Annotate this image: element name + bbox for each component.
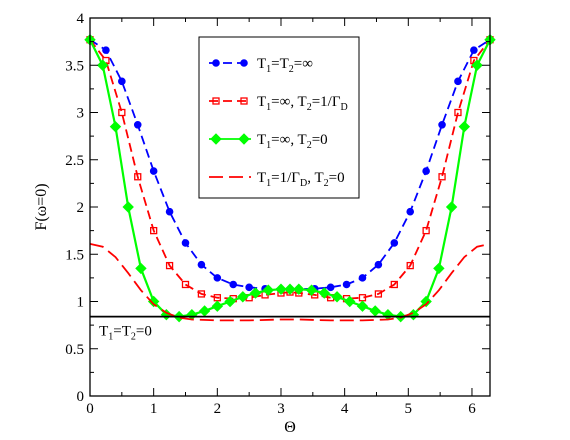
data-point <box>211 300 224 312</box>
y-tick-label: 4 <box>77 11 85 27</box>
data-point <box>454 108 462 117</box>
series-3 <box>89 243 491 322</box>
data-point <box>422 226 430 235</box>
y-tick-label: 0 <box>77 389 85 405</box>
data-point <box>438 173 446 181</box>
x-tick-label: 2 <box>214 401 222 417</box>
legend-label: T1=∞, T2=0 <box>257 132 328 151</box>
data-point <box>471 59 483 71</box>
data-point <box>213 274 222 282</box>
x-tick-label: 4 <box>341 401 349 417</box>
data-point <box>305 284 318 296</box>
data-point <box>181 280 190 289</box>
data-point <box>331 291 343 303</box>
legend-marker <box>240 59 248 67</box>
legend: T1=T2=∞ T1=∞, T2=1/ΓD T1=∞, T2=0 T1=1/ΓD, T… <box>198 36 360 199</box>
series-line-0 <box>89 38 491 291</box>
data-point <box>249 287 262 299</box>
x-tick-label: 3 <box>277 401 285 417</box>
x-tick-label: 1 <box>150 401 158 417</box>
data-point <box>262 284 274 296</box>
series-line-3 <box>89 243 491 322</box>
y-tick-label: 3.5 <box>65 58 84 74</box>
data-point <box>356 300 369 312</box>
data-point <box>150 226 158 235</box>
data-point <box>197 260 206 269</box>
legend-marker <box>212 97 220 105</box>
data-point <box>97 59 109 71</box>
legend-marker <box>210 133 222 145</box>
y-tick-label: 1 <box>77 295 85 311</box>
legend-entry: T1=∞, T2=1/ΓD <box>209 94 348 113</box>
legend-label: T1=T2=∞ <box>257 56 313 75</box>
data-point <box>390 280 398 289</box>
data-point <box>420 295 432 308</box>
legend-entry: T1=T2=∞ <box>209 56 313 75</box>
data-point <box>458 120 471 133</box>
y-tick-label: 1.5 <box>65 247 84 263</box>
data-point <box>342 280 351 289</box>
data-point <box>102 46 110 54</box>
legend-entry: T1=∞, T2=0 <box>209 132 328 151</box>
data-point <box>454 77 462 86</box>
legend-label: T1=1/ΓD, T2=0 <box>257 170 345 189</box>
x-tick-label: 6 <box>468 401 476 417</box>
data-point <box>445 201 458 213</box>
annotation: T1=T2=0 <box>99 323 152 342</box>
legend-label: T1=∞, T2=1/ΓD <box>257 94 348 113</box>
data-point <box>237 291 249 303</box>
data-point <box>245 283 253 292</box>
y-tick-label: 0.5 <box>65 342 84 358</box>
data-point <box>118 108 126 117</box>
data-point <box>133 120 142 129</box>
data-point <box>369 305 381 317</box>
x-tick-label: 0 <box>86 401 94 417</box>
axes: 0 1 2 3 4 5 6 0 0.5 1 1.5 2 2.5 3 3.5 4 <box>65 11 491 417</box>
data-point <box>284 283 296 295</box>
data-point <box>433 262 445 275</box>
data-point <box>406 207 415 216</box>
data-point <box>198 305 211 317</box>
data-point <box>374 260 383 269</box>
data-point <box>406 261 414 270</box>
legend-entry: T1=1/ΓD, T2=0 <box>209 170 345 189</box>
data-point <box>470 46 478 54</box>
data-point <box>118 77 126 86</box>
data-point <box>374 290 383 298</box>
data-point <box>318 287 330 299</box>
data-point <box>390 239 399 247</box>
legend-marker <box>238 133 250 145</box>
data-point <box>224 295 236 308</box>
data-point <box>438 120 446 129</box>
data-point <box>422 167 430 175</box>
data-point <box>275 283 287 295</box>
annotation-text: T1=T2=0 <box>99 323 152 342</box>
data-point <box>134 173 142 181</box>
y-tick-label: 2.5 <box>65 153 84 169</box>
data-point <box>109 120 122 133</box>
legend-marker <box>240 97 248 105</box>
legend-marker <box>212 59 220 67</box>
series-line-1 <box>89 39 491 300</box>
y-axis-label: F(ω=0) <box>33 183 50 230</box>
data-point <box>326 283 335 292</box>
data-point <box>181 239 190 247</box>
data-point <box>165 261 174 270</box>
data-point <box>358 274 367 282</box>
data-point <box>149 167 158 175</box>
data-point <box>165 207 174 216</box>
data-point <box>135 262 147 275</box>
y-tick-label: 3 <box>77 106 85 122</box>
data-point <box>344 295 356 308</box>
x-axis-label: Θ <box>284 419 296 436</box>
x-tick-label: 5 <box>405 401 413 417</box>
y-tick-label: 2 <box>77 200 85 216</box>
data-point <box>197 290 206 298</box>
data-point <box>229 280 238 289</box>
data-point <box>293 283 305 295</box>
data-point <box>122 201 134 213</box>
